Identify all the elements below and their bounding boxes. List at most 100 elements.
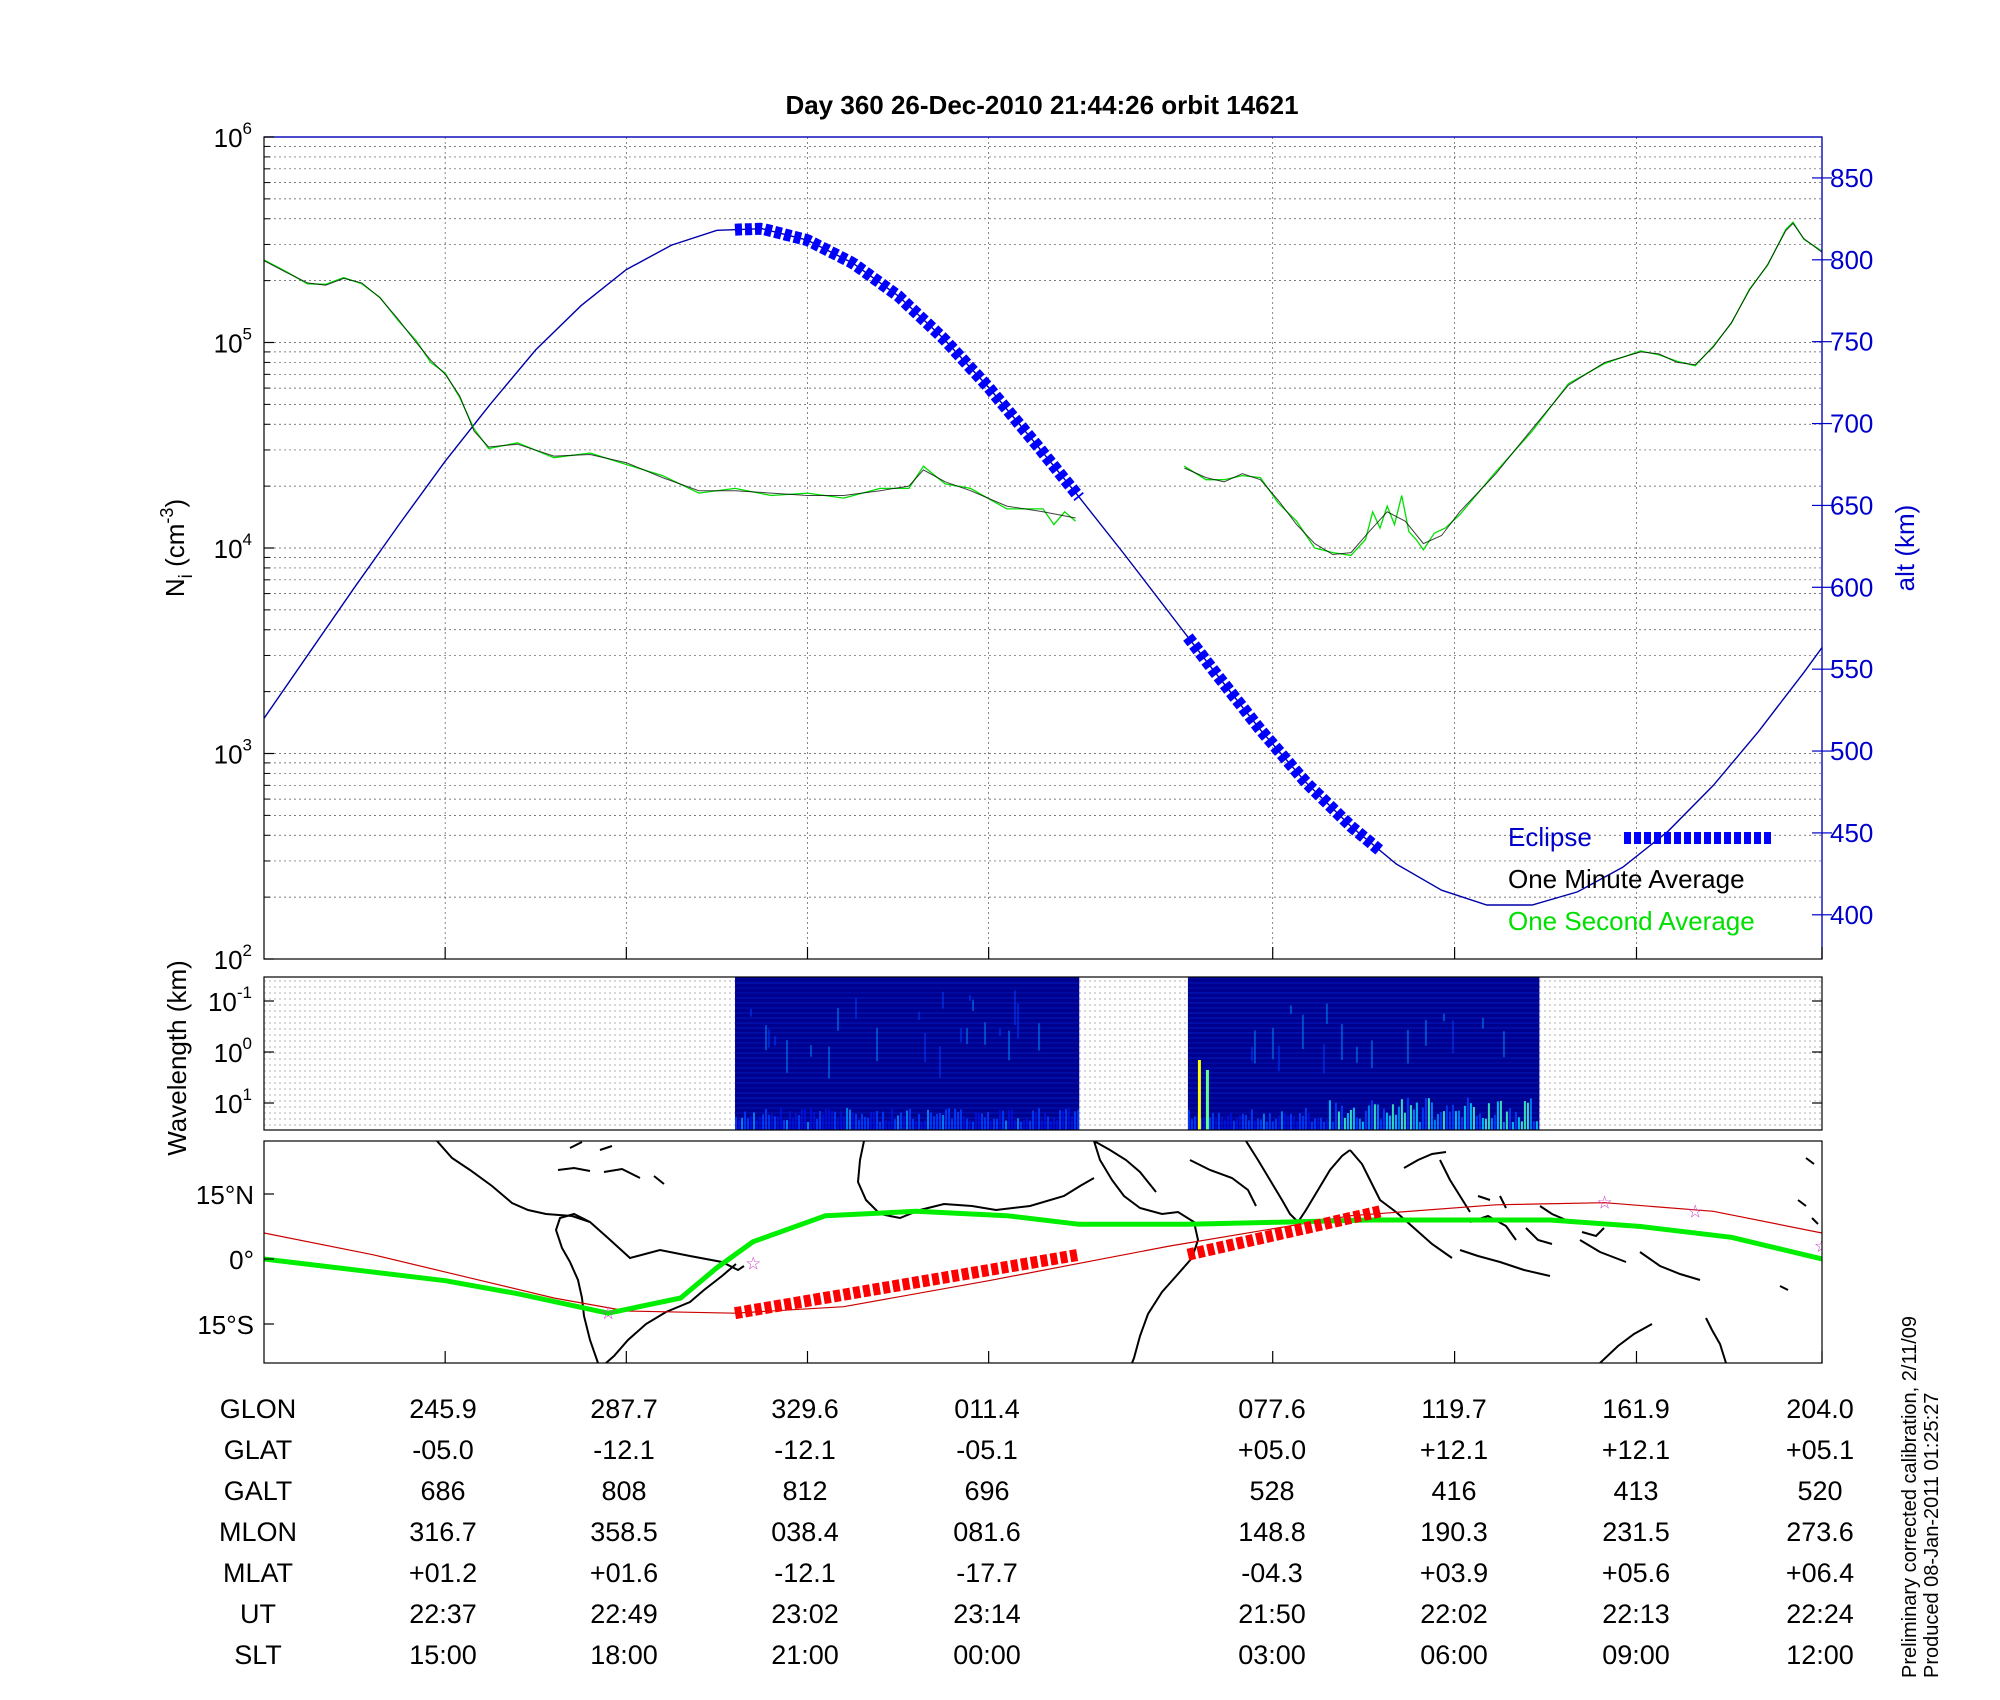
- spectrogram-column: [1271, 1121, 1274, 1130]
- map-series-layer: ☆ ☆ ☆ ☆ ☆: [264, 1193, 1822, 1323]
- spectrogram-column: [750, 1115, 753, 1130]
- spectrogram-column: [1307, 1113, 1310, 1130]
- altitude-y-tick-label: 750: [1830, 327, 1873, 357]
- magnetic-equator-line: [264, 1202, 1822, 1314]
- spectrogram-column: [945, 1109, 948, 1130]
- sub-solar-star-marker: ☆: [600, 1303, 616, 1323]
- spectrogram-column: [1017, 1118, 1020, 1130]
- spectrogram-column: [1232, 1120, 1235, 1130]
- table-cell: -12.1: [774, 1558, 836, 1588]
- spectrogram-column: [1068, 1107, 1071, 1130]
- table-cell: +05.0: [1238, 1435, 1306, 1465]
- spectrogram-column: [1002, 1110, 1005, 1130]
- spectrogram-row: [1187, 1067, 1540, 1069]
- spectrogram-column: [1253, 1120, 1256, 1130]
- table-cell: -12.1: [774, 1435, 836, 1465]
- spectrogram-column: [969, 1120, 972, 1130]
- map-y-tick-label: 15°S: [197, 1310, 254, 1340]
- table-cell: 812: [782, 1476, 827, 1506]
- table-cell: 148.8: [1238, 1517, 1306, 1547]
- spectrogram-column: [1424, 1097, 1427, 1130]
- spectrogram-row: [735, 987, 1080, 989]
- spectrogram-column: [831, 1111, 834, 1130]
- spectrogram-column: [975, 1111, 978, 1130]
- spectrogram-column: [1053, 1117, 1056, 1130]
- table-cell: +05.1: [1786, 1435, 1854, 1465]
- spectrogram-row: [1187, 1007, 1540, 1009]
- calibration-note-line1: Preliminary corrected calibration, 2/11/…: [1899, 1316, 1921, 1678]
- spectrogram-column: [1235, 1117, 1238, 1130]
- table-cell: 231.5: [1602, 1517, 1670, 1547]
- spectrogram-streak: [837, 1008, 840, 1031]
- spectrogram-column: [939, 1112, 942, 1130]
- spectrogram-column: [1385, 1112, 1388, 1130]
- map-y-tick-label: 0°: [229, 1245, 254, 1275]
- spectrogram-column: [1355, 1117, 1358, 1130]
- spectrogram-streak: [810, 1045, 813, 1057]
- spectrogram-column: [798, 1115, 801, 1130]
- spectrogram-streak: [750, 1008, 753, 1017]
- altitude-y-tick-label: 400: [1830, 900, 1873, 930]
- spectrogram-column: [921, 1121, 924, 1130]
- spectrogram-column: [1268, 1113, 1271, 1130]
- spectrogram-streak: [942, 991, 945, 1009]
- spectrogram-column: [864, 1116, 867, 1130]
- spectrogram-row: [1187, 1082, 1540, 1084]
- table-cell: 329.6: [771, 1394, 839, 1424]
- spectrogram-row: [735, 1067, 1080, 1069]
- spectrogram-column: [1286, 1115, 1289, 1130]
- spectrogram-row: [735, 1052, 1080, 1054]
- spectrogram-column: [1361, 1121, 1364, 1130]
- spectrogram-column: [753, 1112, 756, 1130]
- density-y-tick-label: 104: [214, 530, 252, 564]
- spectrogram-column: [1472, 1106, 1475, 1130]
- spectrogram-y-ticks: 10-1 100 101: [208, 983, 1822, 1119]
- spectrogram-row: [1187, 992, 1540, 994]
- spectrogram-column: [1466, 1097, 1469, 1130]
- altitude-y-tick-label: 500: [1830, 736, 1873, 766]
- altitude-y-tick-label: 650: [1830, 490, 1873, 520]
- spectrogram-spike: [1205, 1070, 1209, 1130]
- table-cell: 416: [1431, 1476, 1476, 1506]
- spectrogram-column: [1289, 1113, 1292, 1130]
- spectrogram-column: [966, 1118, 969, 1130]
- spectrogram-column: [1511, 1121, 1514, 1130]
- spectrogram-streak: [1406, 1029, 1409, 1064]
- table-cell: 21:00: [771, 1640, 839, 1670]
- spectrogram-column: [1496, 1101, 1499, 1130]
- spectrogram-column: [879, 1121, 882, 1130]
- spectrogram-row: [735, 1002, 1080, 1004]
- table-cell: 00:00: [953, 1640, 1021, 1670]
- table-cell: 287.7: [590, 1394, 658, 1424]
- spectrogram-row: [735, 1082, 1080, 1084]
- spectrogram-streak: [1481, 1017, 1484, 1029]
- table-cell: 22:13: [1602, 1599, 1670, 1629]
- spectrogram-column: [1262, 1113, 1265, 1130]
- spectrogram-column: [1041, 1119, 1044, 1130]
- spectrogram-column: [1478, 1113, 1481, 1130]
- spectrogram-column: [1214, 1119, 1217, 1130]
- spectrogram-column: [762, 1114, 765, 1130]
- density-y-tick-label: 102: [214, 941, 252, 975]
- spectrogram-column: [1388, 1115, 1391, 1130]
- spectrogram-column: [972, 1121, 975, 1130]
- density-panel: 102 103 104 105 106 400 450 500 550 600 650 700 750…: [157, 119, 1920, 975]
- altitude-y-tick-label: 550: [1830, 654, 1873, 684]
- table-cell: 077.6: [1238, 1394, 1306, 1424]
- spectrogram-row: [1187, 1092, 1540, 1094]
- spectrogram-column: [777, 1116, 780, 1130]
- spectrogram-column: [1367, 1105, 1370, 1130]
- spectrogram-column: [1238, 1115, 1241, 1130]
- spectrogram-column: [1484, 1118, 1487, 1130]
- spectrogram-column: [1295, 1120, 1298, 1130]
- spectrogram-row: [1187, 987, 1540, 989]
- spectrogram-column: [1074, 1111, 1077, 1130]
- spectrogram-column: [936, 1113, 939, 1130]
- sub-solar-star-marker: ☆: [1687, 1201, 1703, 1221]
- table-cell: 06:00: [1420, 1640, 1488, 1670]
- spectrogram-column: [978, 1113, 981, 1130]
- table-row-label: GLON: [220, 1394, 297, 1424]
- spectrogram-column: [882, 1111, 885, 1130]
- table-cell: 12:00: [1786, 1640, 1854, 1670]
- map-panel: ☆ ☆ ☆ ☆ ☆ 15°N 0° 15°S: [196, 1140, 1823, 1364]
